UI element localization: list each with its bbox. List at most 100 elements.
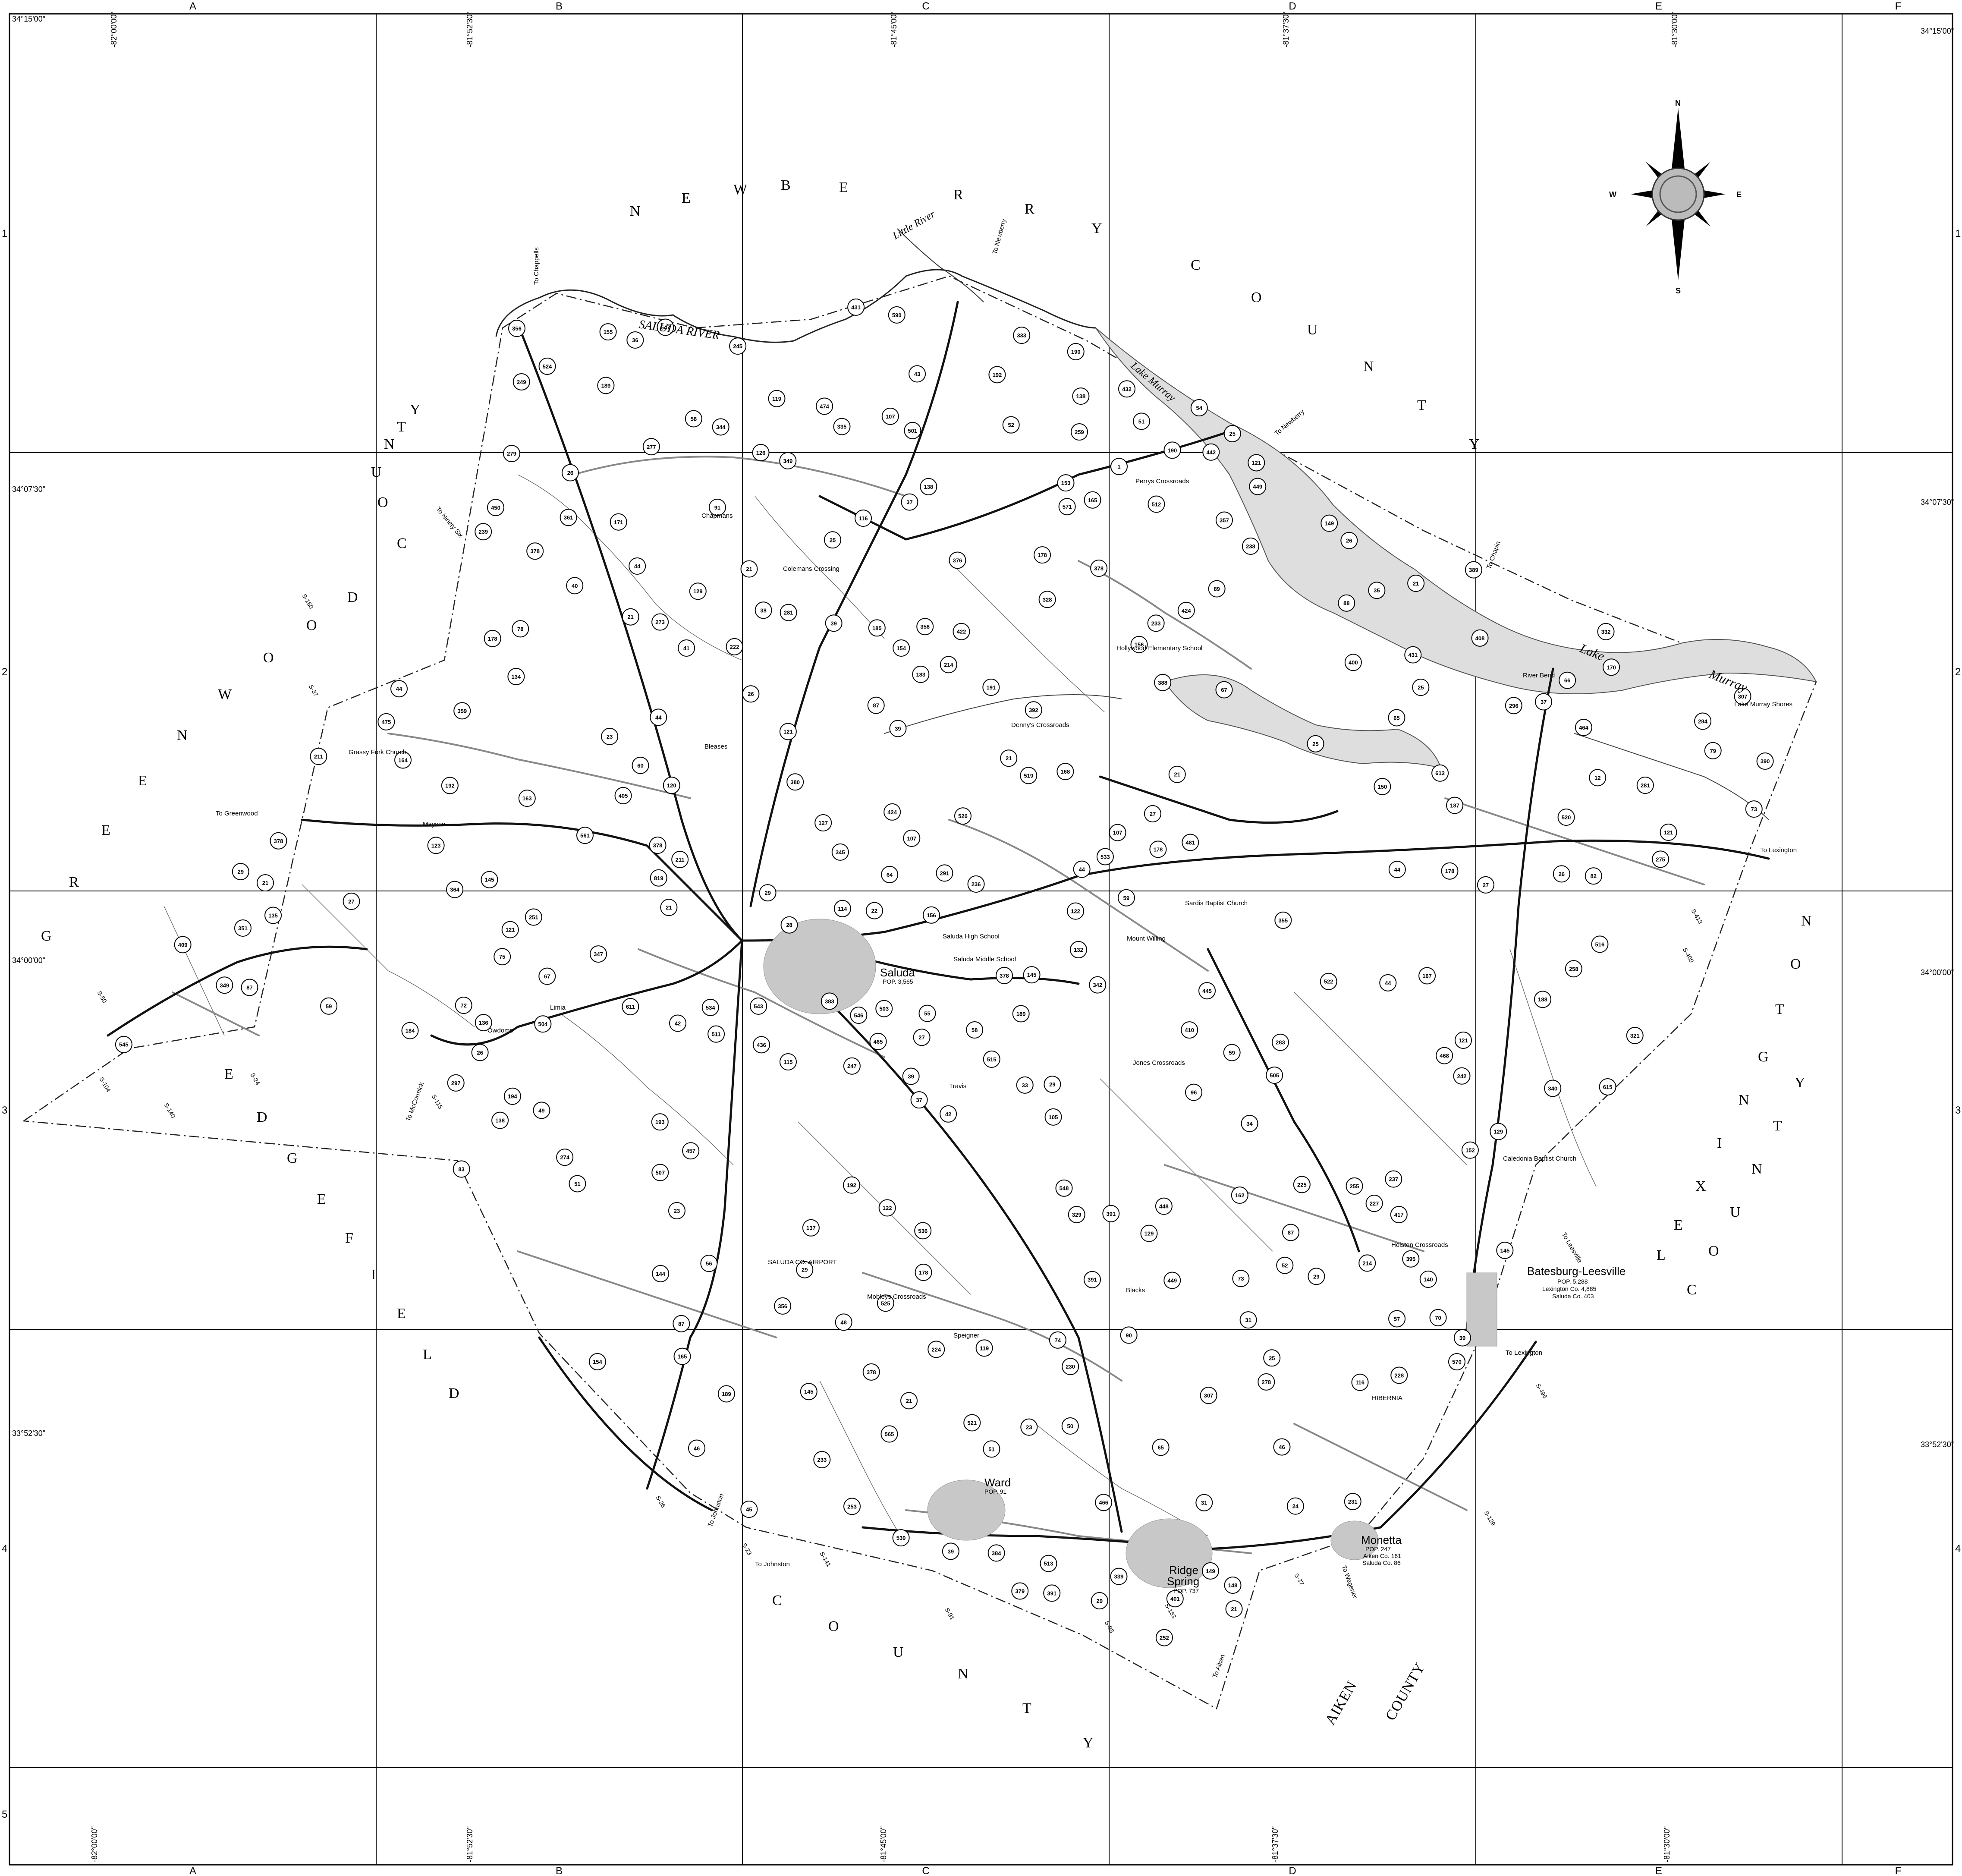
route-number: 408: [1475, 635, 1485, 642]
route-number: 184: [406, 1028, 415, 1034]
place-colemans: Colemans Crossing: [783, 565, 840, 573]
route-shield-circle: [1016, 1076, 1034, 1094]
route-shield-circle: [707, 1025, 725, 1043]
route-shield-circle: [824, 531, 842, 549]
route-shield: 74: [1049, 1331, 1066, 1349]
route-shield-circle: [1565, 960, 1582, 978]
town-areas: [763, 919, 1497, 1588]
route-number: 46: [694, 1445, 700, 1452]
route-shield-circle: [1231, 1187, 1248, 1204]
route-shield: 168: [1056, 763, 1074, 781]
stream-12: [164, 906, 225, 1036]
route-shield: 571: [1058, 498, 1076, 516]
lat-label-3-left: 34°00'00": [12, 956, 45, 965]
route-shield-circle: [1636, 776, 1654, 794]
route-shield: 545: [115, 1036, 132, 1053]
route-number: 380: [790, 779, 800, 785]
route-shield: 321: [1626, 1026, 1644, 1044]
ridge-spring-area: [1126, 1518, 1213, 1588]
route-number: 107: [907, 835, 916, 842]
place-owdoms: Owdoms: [487, 1027, 513, 1034]
route-shield-circle: [901, 493, 918, 511]
route-shield-circle: [1155, 1197, 1173, 1215]
route-number: 121: [783, 728, 793, 735]
route-shield: 29: [232, 863, 249, 881]
road-sc121-north: [749, 301, 959, 907]
route-number: 391: [1106, 1211, 1116, 1217]
route-shield: 39: [889, 720, 907, 737]
lat-label-top-left: 34°15'00": [12, 15, 45, 23]
svg-text:E: E: [397, 1306, 406, 1322]
route-shield: 539: [892, 1529, 910, 1547]
route-shield: 37: [1535, 693, 1553, 711]
route-shield: 25: [1263, 1349, 1281, 1367]
route-shield: 132: [1069, 941, 1087, 959]
route-shield: 134: [507, 668, 525, 686]
route-shield: 191: [982, 678, 1000, 696]
route-shield-circle: [642, 438, 660, 456]
route-shield-circle: [685, 410, 702, 428]
route-shield: 138: [920, 478, 937, 495]
route-shield-circle: [717, 1385, 735, 1403]
route-number: 154: [593, 1359, 602, 1365]
route-shield: 252: [1155, 1629, 1173, 1646]
route-shield: 43: [909, 365, 926, 383]
col-label-d-bottom: D: [1289, 1865, 1296, 1876]
route-shield-circle: [1110, 1568, 1128, 1585]
route-shield: 522: [1320, 973, 1337, 990]
stream-8: [1294, 992, 1467, 1165]
route-shield-circle: [494, 948, 511, 966]
route-shield: 70: [1429, 1309, 1447, 1326]
route-shield-circle: [1505, 697, 1522, 715]
route-shield-circle: [889, 720, 907, 737]
route-shield-circle: [1282, 1224, 1300, 1241]
route-shield-circle: [900, 1392, 918, 1410]
route-shield-circle: [1263, 1349, 1281, 1367]
route-shield: 46: [688, 1439, 706, 1457]
place-mount-willing: Mount Willing: [1127, 935, 1166, 942]
route-shield-circle: [729, 337, 747, 355]
grid-row-labels: 1 2 3 4 5 1 2 3 4: [2, 228, 1961, 1820]
route-shield-circle: [1040, 1555, 1057, 1572]
route-shield: 391: [1083, 1271, 1101, 1288]
lon-label-2-bottom: -81°52'30": [465, 1826, 474, 1862]
route-shield: 190: [1163, 441, 1181, 459]
route-shield-circle: [1090, 559, 1108, 577]
route-number: 274: [560, 1154, 569, 1161]
route-number: 21: [1006, 755, 1012, 762]
route-number: 57: [1394, 1316, 1400, 1322]
route-shield: 60: [632, 756, 649, 774]
route-number: 511: [712, 1031, 721, 1038]
route-number: 132: [1074, 947, 1083, 953]
route-number: 25: [1312, 741, 1318, 747]
route-shield: 23: [668, 1202, 685, 1220]
route-shield: 475: [377, 713, 395, 730]
route-shield: 44: [1073, 860, 1091, 878]
route-shield-circle: [597, 377, 615, 394]
route-shield: 391: [1102, 1205, 1120, 1222]
route-shield-circle: [1148, 495, 1165, 513]
route-shield: 259: [1070, 423, 1088, 441]
route-shield: 83: [453, 1160, 470, 1178]
route-shield: 25: [1223, 425, 1241, 443]
route-shield: 144: [652, 1265, 670, 1282]
route-shield-circle: [650, 708, 667, 726]
route-shield-circle: [512, 620, 529, 638]
route-shield: 89: [1208, 580, 1226, 598]
route-number: 378: [1094, 565, 1104, 572]
stream-3: [949, 560, 1105, 712]
route-number: 87: [246, 985, 252, 991]
route-shield: 238: [1242, 537, 1259, 555]
route-number: 121: [1459, 1037, 1468, 1044]
route-shield-circle: [995, 966, 1013, 984]
route-number: 344: [716, 424, 726, 430]
route-number: 27: [918, 1034, 924, 1041]
place-perrys: Perrys Crossroads: [1135, 478, 1189, 485]
route-number: 376: [953, 557, 962, 563]
route-shield: 67: [1215, 681, 1233, 699]
route-number: 526: [958, 813, 968, 819]
route-number: 211: [314, 753, 323, 760]
route-shield-circle: [833, 900, 851, 917]
route-number: 88: [1343, 600, 1349, 607]
route-shield: 332: [1597, 623, 1615, 640]
